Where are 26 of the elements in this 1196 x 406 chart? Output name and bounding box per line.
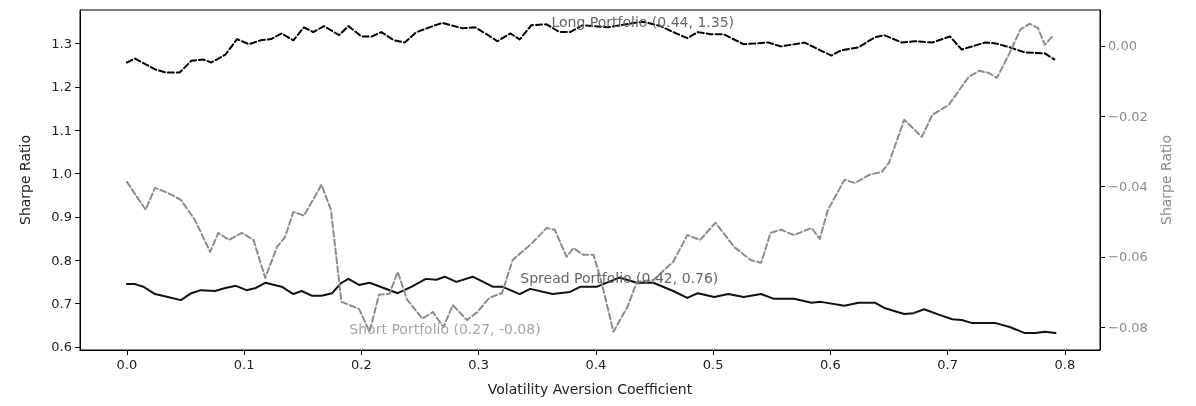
y2-tick-label: −0.06 [1108, 249, 1148, 265]
y-tick-label: 1.3 [51, 35, 72, 51]
y2-axis-title: Sharpe Ratio [1157, 135, 1174, 225]
x-tick-label: 0.5 [702, 357, 724, 372]
x-tick-label: 0.4 [585, 357, 607, 372]
y-tick-label: 0.8 [51, 252, 72, 268]
y-tick-label: 1.2 [51, 79, 72, 95]
y2-tick-label: 0.00 [1108, 38, 1137, 54]
x-tick-label: 0.0 [116, 357, 138, 372]
x-tick-label: 0.3 [468, 357, 489, 372]
y-tick-label: 1.0 [51, 165, 72, 181]
x-tick-label: 0.6 [820, 357, 841, 372]
y-tick-label: 0.6 [51, 339, 72, 355]
y2-tick-label: −0.08 [1108, 319, 1148, 335]
y-tick-label: 1.1 [51, 122, 72, 138]
annotation: Short Portfolio (0.27, -0.08) [349, 321, 541, 337]
y-tick-label: 0.9 [51, 209, 72, 225]
y2-tick-label: −0.02 [1108, 108, 1148, 124]
x-tick-label: 0.7 [937, 357, 958, 372]
y-tick-label: 0.7 [51, 296, 72, 312]
x-axis-title: Volatility Aversion Coefficient [487, 381, 693, 397]
y2-tick-label: −0.04 [1108, 179, 1148, 194]
x-tick-label: 0.2 [351, 357, 372, 372]
x-tick-label: 0.8 [1054, 357, 1076, 372]
y-axis-title: Sharpe Ratio [17, 135, 33, 225]
x-tick-label: 0.1 [233, 357, 255, 372]
